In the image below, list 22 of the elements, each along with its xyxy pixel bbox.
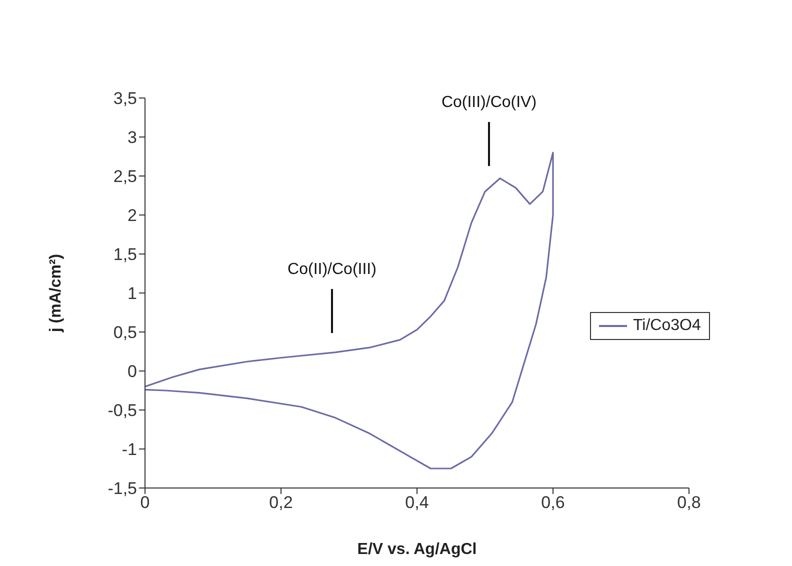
y-tick-label: 1	[128, 284, 137, 304]
x-tick-label: 0,2	[269, 493, 293, 512]
annotation: Co(II)/Co(III)	[286, 261, 378, 279]
y-tick-label: 2,5	[113, 167, 137, 186]
x-tick-label: 0	[140, 493, 150, 512]
legend-label: Ti/Co3O4	[633, 317, 701, 335]
y-tick-label: -1,5	[108, 479, 137, 498]
y-tick-label: 3	[128, 128, 137, 148]
y-tick-label: 0,5	[113, 323, 137, 342]
y-tick-label: 0	[128, 362, 137, 382]
y-tick-label: -0,5	[108, 401, 137, 420]
y-axis-title: j (mA/cm²)	[48, 254, 65, 334]
x-tick-label: 0,4	[405, 493, 429, 512]
y-tick-label: -1	[122, 440, 137, 460]
x-axis-title: E/V vs. Ag/AgCl	[357, 541, 477, 558]
x-tick-label: 0,8	[677, 493, 701, 512]
annotation: Co(III)/Co(IV)	[440, 94, 538, 112]
y-tick-label: 3,5	[113, 89, 137, 108]
line-series	[145, 152, 554, 470]
y-tick-label: 2	[128, 206, 137, 226]
x-tick-label: 0,6	[541, 493, 565, 512]
y-tick-label: 1,5	[113, 245, 137, 264]
